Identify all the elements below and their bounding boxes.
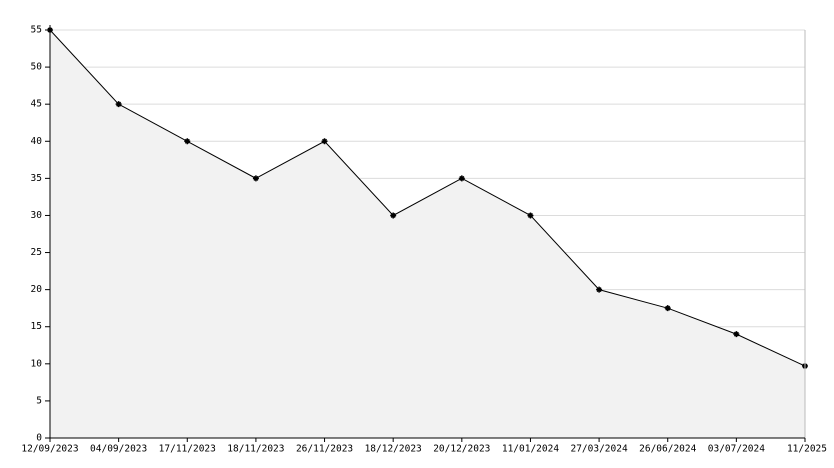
y-tick-label: 10 <box>31 358 43 369</box>
marker <box>115 101 122 108</box>
x-tick-label: 17/11/2023 <box>159 444 216 455</box>
x-tick-label: 18/11/2023 <box>227 444 284 455</box>
marker <box>596 286 603 293</box>
x-tick-label: 11/01/2024 <box>502 444 559 455</box>
x-tick-label: 04/09/2023 <box>90 444 147 455</box>
y-tick-label: 20 <box>31 284 43 295</box>
x-tick-label: 18/12/2023 <box>365 444 422 455</box>
y-tick-label: 25 <box>31 247 42 258</box>
marker <box>184 138 191 145</box>
x-tick-label: 26/11/2023 <box>296 444 353 455</box>
y-tick-label: 50 <box>31 62 43 73</box>
y-tick-label: 15 <box>31 321 42 332</box>
marker <box>733 331 740 338</box>
y-tick-label: 5 <box>36 395 42 406</box>
marker <box>664 305 671 312</box>
x-tick-label: 20/12/2023 <box>433 444 490 455</box>
marker <box>458 175 465 182</box>
x-tick-label: 12/09/2023 <box>21 444 78 455</box>
y-tick-label: 40 <box>31 136 43 147</box>
y-tick-label: 30 <box>31 210 43 221</box>
marker <box>527 212 534 219</box>
y-tick-label: 35 <box>31 173 42 184</box>
marker <box>252 175 259 182</box>
marker <box>390 212 397 219</box>
x-tick-label: 26/06/2024 <box>639 444 696 455</box>
marker <box>321 138 328 145</box>
x-tick-label: 03/07/2024 <box>708 444 765 455</box>
y-tick-label: 45 <box>31 99 42 110</box>
x-tick-label: 11/2025 <box>787 444 827 455</box>
line <box>49 29 806 367</box>
y-tick-label: 55 <box>31 25 42 36</box>
area-fill <box>50 30 805 438</box>
x-tick-label: 27/03/2024 <box>570 444 627 455</box>
y-tick-label: 0 <box>36 433 42 444</box>
